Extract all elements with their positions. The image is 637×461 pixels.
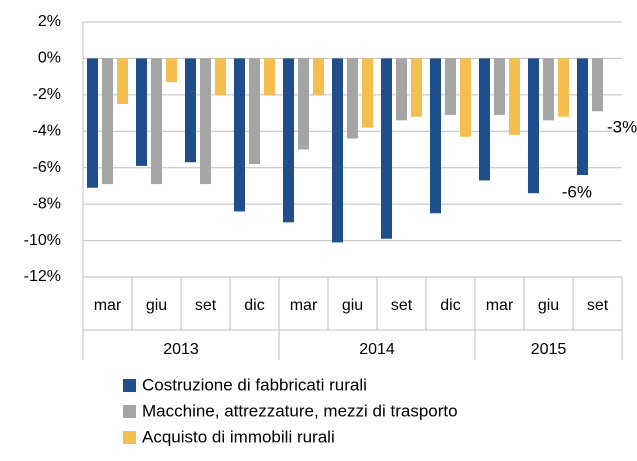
y-tick-label: -12% [24, 268, 61, 285]
bar [494, 58, 505, 115]
bar [381, 58, 392, 239]
bar [411, 58, 422, 117]
x-tick-label: giu [538, 297, 559, 314]
x-tick-label: set [587, 297, 609, 314]
bar [509, 58, 520, 135]
bar [332, 58, 343, 243]
bar [87, 58, 98, 188]
data-label: -3% [607, 118, 637, 137]
bar [592, 58, 603, 112]
bar [102, 58, 113, 185]
x-tick-label: mar [94, 297, 122, 314]
x-tick-label: set [195, 297, 217, 314]
legend-label: Costruzione di fabbricati rurali [142, 375, 367, 394]
y-tick-label: 2% [38, 13, 61, 30]
x-tick-label: mar [290, 297, 318, 314]
y-tick-label: -10% [24, 232, 61, 249]
legend-label: Macchine, attrezzature, mezzi di traspor… [142, 401, 458, 420]
bar [215, 58, 226, 95]
bar [577, 58, 588, 175]
bar [362, 58, 373, 128]
bar [558, 58, 569, 117]
legend-swatch [123, 431, 136, 444]
bar [200, 58, 211, 185]
bar [136, 58, 147, 166]
legend-swatch [123, 379, 136, 392]
y-tick-label: -2% [33, 86, 61, 103]
bar [445, 58, 456, 115]
data-label: -6% [562, 182, 592, 201]
bar [313, 58, 324, 95]
x-tick-label: giu [342, 297, 363, 314]
x-tick-label: dic [244, 297, 264, 314]
year-label: 2015 [531, 341, 567, 358]
x-tick-label: set [391, 297, 413, 314]
y-tick-label: 0% [38, 50, 61, 67]
bar [117, 58, 128, 104]
bar [151, 58, 162, 185]
y-tick-label: -8% [33, 195, 61, 212]
bar [460, 58, 471, 137]
bar [166, 58, 177, 83]
bar [347, 58, 358, 139]
bar [430, 58, 441, 214]
y-tick-label: -6% [33, 159, 61, 176]
bar [185, 58, 196, 163]
bar [479, 58, 490, 181]
year-label: 2014 [359, 341, 395, 358]
year-label: 2013 [163, 341, 199, 358]
x-tick-label: mar [486, 297, 514, 314]
bar [264, 58, 275, 95]
bar [528, 58, 539, 194]
bar [396, 58, 407, 121]
x-tick-label: dic [440, 297, 460, 314]
bar [543, 58, 554, 121]
bar [249, 58, 260, 165]
bar [234, 58, 245, 212]
x-tick-label: giu [146, 297, 167, 314]
legend-swatch [123, 405, 136, 418]
legend-label: Acquisto di immobili rurali [142, 427, 335, 446]
bar [298, 58, 309, 150]
y-tick-label: -4% [33, 123, 61, 140]
bar [283, 58, 294, 223]
